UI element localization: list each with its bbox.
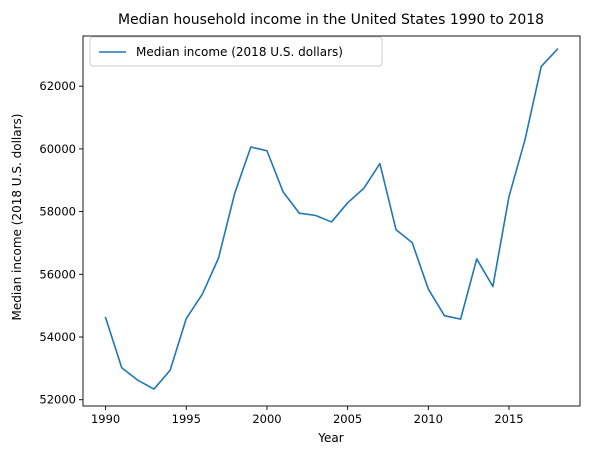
y-tick-label: 62000	[39, 79, 76, 93]
series-layer	[104, 48, 559, 390]
x-tick-label: 2000	[252, 412, 281, 426]
x-tick-label: 2015	[494, 412, 523, 426]
x-axis-label: Year	[317, 431, 343, 445]
x-tick-label: 2010	[414, 412, 443, 426]
x-axis: 1990 1995 2000 2005 2010 2015	[91, 406, 524, 426]
plot-area	[82, 35, 581, 407]
x-tick-label: 1995	[172, 412, 201, 426]
y-axis: 52000 54000 56000 58000 60000 62000	[39, 79, 83, 407]
y-tick-label: 56000	[39, 267, 76, 281]
y-axis-label: Median income (2018 U.S. dollars)	[10, 114, 24, 321]
y-tick-label: 60000	[39, 142, 76, 156]
chart-title: Median household income in the United St…	[118, 12, 544, 28]
legend: Median income (2018 U.S. dollars)	[89, 36, 383, 67]
y-tick-label: 54000	[39, 330, 76, 344]
series-line-0	[104, 48, 559, 390]
x-tick-label: 1990	[91, 412, 120, 426]
y-tick-label: 52000	[39, 393, 76, 407]
x-tick-label: 2005	[333, 412, 362, 426]
y-tick-label: 58000	[39, 205, 76, 219]
legend-box	[89, 36, 383, 67]
legend-label: Median income (2018 U.S. dollars)	[136, 45, 343, 59]
